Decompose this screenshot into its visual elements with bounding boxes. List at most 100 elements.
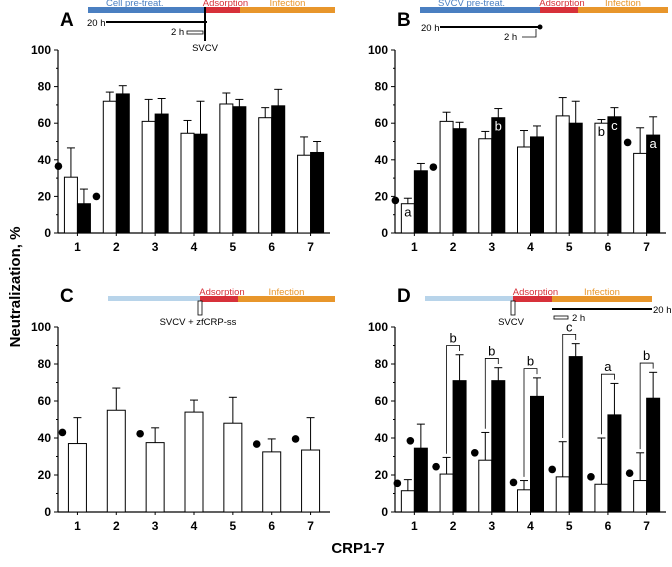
y-tick-label: 40: [375, 153, 389, 167]
timeline-adsorption-bar: [200, 296, 238, 302]
bar: [413, 170, 428, 234]
timeline-20h-label: 20 h: [653, 305, 672, 316]
bar: [180, 132, 195, 234]
bar: [452, 380, 467, 513]
bar: [646, 134, 661, 234]
significance-bracket: [639, 362, 654, 450]
y-tick-label: 80: [38, 357, 52, 371]
timeline: Adsorption Infection SVCV + zfCRP-ss: [108, 287, 335, 328]
bar: [223, 422, 243, 513]
bar: [530, 395, 544, 513]
bar: [141, 120, 156, 234]
x-tick-label: 2: [450, 240, 457, 254]
x-tick-label: 1: [411, 519, 418, 533]
significance-dot: [470, 449, 479, 457]
y-tick-label: 80: [375, 357, 389, 371]
y-tick-label: 20: [375, 468, 389, 482]
panel-c: C Adsorption Infection SVCV + zfCRP-ss 0 20 40…: [31, 286, 335, 533]
y-tick-label: 0: [44, 505, 51, 519]
x-tick-label: 4: [527, 240, 534, 254]
x-tick-label: 5: [566, 519, 573, 533]
significance-dot: [623, 138, 632, 147]
y-tick-label: 100: [31, 43, 51, 57]
significance-letter: b: [495, 119, 502, 134]
y-tick-label: 80: [38, 80, 52, 94]
bar: [439, 473, 454, 513]
x-tick-label: 6: [268, 519, 275, 533]
timeline-marker-label: SVCV + zfCRP-ss: [160, 317, 237, 328]
bar: [530, 136, 544, 234]
significance-dot: [393, 479, 402, 488]
timeline-adsorption-bar: [205, 7, 240, 13]
timeline-20h-label: 20 h: [421, 23, 440, 34]
significance-letter: a: [604, 359, 612, 374]
timeline-infection-label: Infection: [605, 0, 641, 9]
bar: [310, 151, 325, 234]
significance-letter: b: [598, 124, 605, 139]
y-tick-label: 100: [368, 43, 388, 57]
x-tick-label: 2: [113, 519, 120, 533]
x-tick-label: 4: [527, 519, 534, 533]
significance-bracket: [523, 368, 538, 477]
significance-bracket: [562, 334, 577, 438]
timeline-pretreat-bar: [108, 296, 200, 301]
x-tick-label: 6: [605, 240, 612, 254]
y-tick-label: 40: [375, 431, 389, 445]
significance-dot: [54, 162, 63, 171]
timeline-adsorption-label: Adsorption: [513, 287, 558, 298]
significance-dot: [291, 435, 300, 443]
timeline-20h-label: 20 h: [87, 18, 106, 29]
timeline: SVCV pre-treat. Adsorption Infection 20 h 2 …: [420, 0, 668, 43]
bar: [555, 115, 570, 234]
significance-dot: [548, 465, 557, 474]
x-tick-label: 2: [450, 519, 457, 533]
bar: [439, 120, 454, 234]
bar: [106, 409, 126, 513]
x-axis-label: CRP1-7: [331, 540, 384, 557]
timeline-infection-bar: [552, 296, 652, 302]
x-tick-label: 3: [152, 240, 159, 254]
significance-letter: b: [527, 354, 534, 369]
bar: [413, 447, 428, 513]
y-tick-label: 40: [38, 431, 52, 445]
significance-dot: [136, 429, 144, 438]
significance-letter: b: [488, 343, 495, 358]
timeline-2h-label: 2 h: [504, 32, 517, 43]
x-tick-label: 1: [411, 240, 418, 254]
y-tick-label: 20: [38, 189, 52, 203]
timeline-2h-label: 2 h: [572, 313, 585, 324]
y-tick-label: 60: [375, 394, 389, 408]
timeline-marker-label: SVCV: [498, 317, 525, 328]
timeline-adsorption-bar: [540, 7, 578, 13]
timeline-pretreat-bar: [88, 7, 205, 13]
timeline-marker-arrow: [510, 300, 516, 316]
timeline-infection-label: Infection: [270, 0, 306, 9]
bar: [400, 490, 415, 513]
x-tick-label: 6: [605, 519, 612, 533]
timeline-pretreat-label: SVCV pre-treat.: [438, 0, 505, 9]
significance-bracket: [601, 373, 615, 435]
bar: [517, 489, 531, 513]
timeline-infection-bar: [578, 7, 668, 13]
bar: [594, 122, 609, 234]
significance-dot: [625, 469, 634, 477]
bar: [607, 414, 622, 513]
timeline-pretreat-label: Cell pre-treat.: [106, 0, 164, 9]
bar: [633, 152, 648, 234]
bar: [517, 146, 531, 234]
timeline-marker-arrow: [197, 300, 203, 316]
x-tick-label: 7: [643, 240, 650, 254]
bar: [184, 411, 204, 513]
bar: [646, 397, 661, 513]
bar: [271, 105, 286, 234]
x-tick-label: 7: [643, 519, 650, 533]
timeline-infection-bar: [238, 296, 335, 302]
bar: [145, 442, 165, 513]
x-tick-label: 2: [113, 240, 120, 254]
y-tick-label: 40: [38, 153, 52, 167]
bar: [491, 117, 506, 234]
significance-letter: c: [611, 118, 618, 133]
timeline-adsorption-label: Adsorption: [539, 0, 584, 9]
x-tick-label: 5: [230, 519, 237, 533]
x-tick-label: 5: [230, 240, 237, 254]
